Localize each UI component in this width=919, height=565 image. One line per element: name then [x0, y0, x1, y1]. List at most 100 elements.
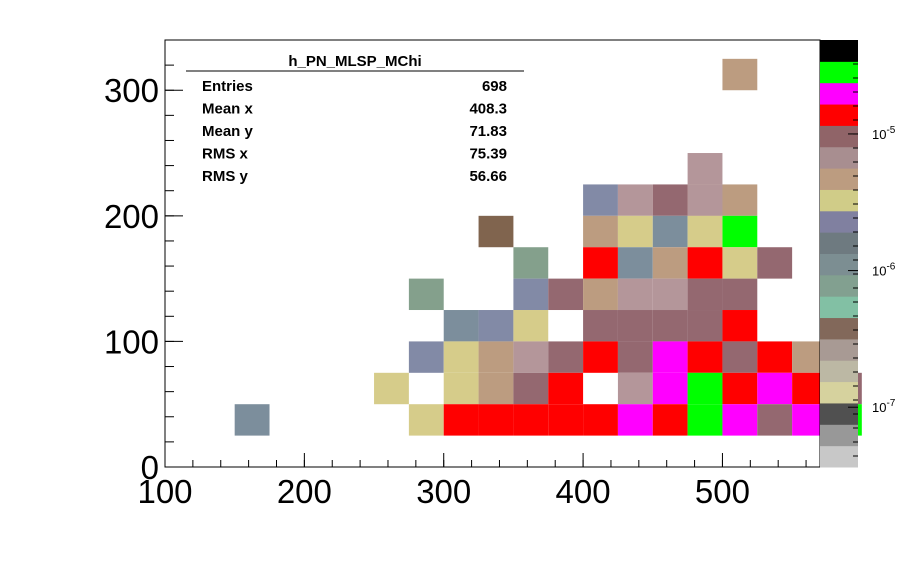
heatmap-cell	[408, 341, 444, 373]
heatmap-cell	[652, 278, 688, 311]
heatmap-cell	[583, 184, 618, 216]
heatmap-cell	[617, 404, 653, 436]
heatmap-cell	[617, 247, 653, 279]
stats-value: 408.3	[469, 101, 507, 118]
heatmap-cell	[687, 310, 723, 342]
z-tick-label: 10-5	[872, 125, 896, 142]
heatmap-cell	[443, 341, 479, 373]
heatmap-cell	[757, 372, 793, 405]
heatmap-cell	[652, 310, 688, 342]
heatmap-cell	[617, 215, 653, 248]
heatmap-cell	[757, 247, 793, 279]
heatmap-cell	[687, 247, 723, 279]
palette-swatch	[820, 445, 858, 468]
heatmap-cell	[687, 404, 723, 436]
heatmap-cell	[513, 341, 549, 373]
y-tick-label: 0	[141, 449, 159, 486]
palette-swatch	[820, 125, 858, 148]
heatmap-cell	[513, 278, 549, 311]
stats-label: RMS x	[202, 146, 249, 163]
heatmap-cell	[443, 372, 479, 405]
heatmap-cell	[548, 278, 584, 311]
stats-rows: Entries 698 Mean x 408.3 Mean y 71.83 RMS x 75.…	[202, 78, 507, 185]
stats-value: 56.66	[469, 168, 507, 185]
palette-swatch	[820, 360, 858, 383]
palette-swatch	[820, 104, 858, 126]
heatmap-cell	[722, 247, 758, 279]
heatmap-cell	[722, 372, 758, 405]
stats-label: Entries	[202, 78, 253, 95]
palette-swatch	[820, 210, 858, 233]
heatmap-cell	[757, 341, 793, 373]
heatmap-cell	[722, 278, 758, 311]
palette-swatch	[820, 168, 858, 190]
heatmap-cell	[513, 310, 549, 342]
palette-swatch	[820, 189, 858, 212]
heatmap-cell	[617, 184, 653, 216]
x-tick-label: 200	[277, 473, 332, 510]
heatmap-cell	[478, 341, 514, 373]
heatmap-cell	[722, 404, 758, 436]
palette-swatch	[820, 274, 858, 297]
heatmap-cell	[478, 372, 514, 405]
heatmap-cell	[583, 404, 618, 436]
color-palette: 10-5 10-6 10-7	[820, 40, 896, 468]
palette-swatch	[820, 296, 858, 319]
palette-swatch	[820, 61, 858, 84]
heatmap-cell	[722, 58, 758, 91]
z-tick-label: 10-6	[872, 262, 896, 279]
x-tick-label: 400	[556, 473, 611, 510]
palette-swatch	[820, 146, 858, 169]
palette-swatch	[820, 338, 858, 361]
palette-swatch	[820, 317, 858, 340]
palette-swatch	[820, 402, 858, 425]
heatmap-cell	[722, 310, 758, 342]
heatmap-cells	[234, 58, 862, 436]
heatmap-cell	[687, 215, 723, 248]
heatmap-cell	[722, 341, 758, 373]
x-tick-label: 500	[695, 473, 750, 510]
palette-swatch	[820, 424, 858, 447]
heatmap-cell	[443, 310, 479, 342]
heatmap-cell	[617, 278, 653, 311]
heatmap-cell	[617, 341, 653, 373]
heatmap-cell	[513, 247, 549, 279]
heatmap-cell	[513, 404, 549, 436]
y-tick-label: 200	[104, 198, 159, 235]
stats-value: 698	[482, 78, 507, 95]
heatmap-cell	[548, 341, 584, 373]
heatmap-cell	[652, 215, 688, 248]
heatmap-cell	[478, 404, 514, 436]
stats-value: 71.83	[469, 123, 507, 140]
y-tick-label: 300	[104, 72, 159, 109]
heatmap-cell	[408, 404, 444, 436]
heatmap-cell	[687, 278, 723, 311]
heatmap-cell	[374, 372, 409, 405]
x-tick-label: 300	[416, 473, 471, 510]
heatmap-cell	[687, 341, 723, 373]
heatmap-cell	[652, 184, 688, 216]
heatmap-cell	[548, 372, 584, 405]
heatmap-cell	[687, 153, 723, 185]
heatmap-cell	[513, 372, 549, 405]
stats-label: Mean x	[202, 101, 254, 118]
palette-swatch	[820, 232, 858, 254]
heatmap-cell	[652, 247, 688, 279]
heatmap-cell	[652, 372, 688, 405]
heatmap-cell	[722, 184, 758, 216]
palette-swatch	[820, 253, 858, 276]
heatmap-cell	[408, 278, 444, 311]
heatmap-cell	[234, 404, 270, 436]
stats-value: 75.39	[469, 146, 507, 163]
palette-swatch	[820, 40, 858, 62]
stats-title: h_PN_MLSP_MChi	[288, 53, 421, 70]
stats-box: h_PN_MLSP_MChi Entries 698 Mean x 408.3 Mean…	[186, 53, 524, 185]
palette-swatch	[820, 381, 858, 404]
heatmap-cell	[478, 310, 514, 342]
heatmap-cell	[687, 372, 723, 405]
heatmap-cell	[652, 341, 688, 373]
heatmap-cell	[617, 310, 653, 342]
heatmap-cell	[583, 310, 618, 342]
y-tick-label: 100	[104, 323, 159, 360]
